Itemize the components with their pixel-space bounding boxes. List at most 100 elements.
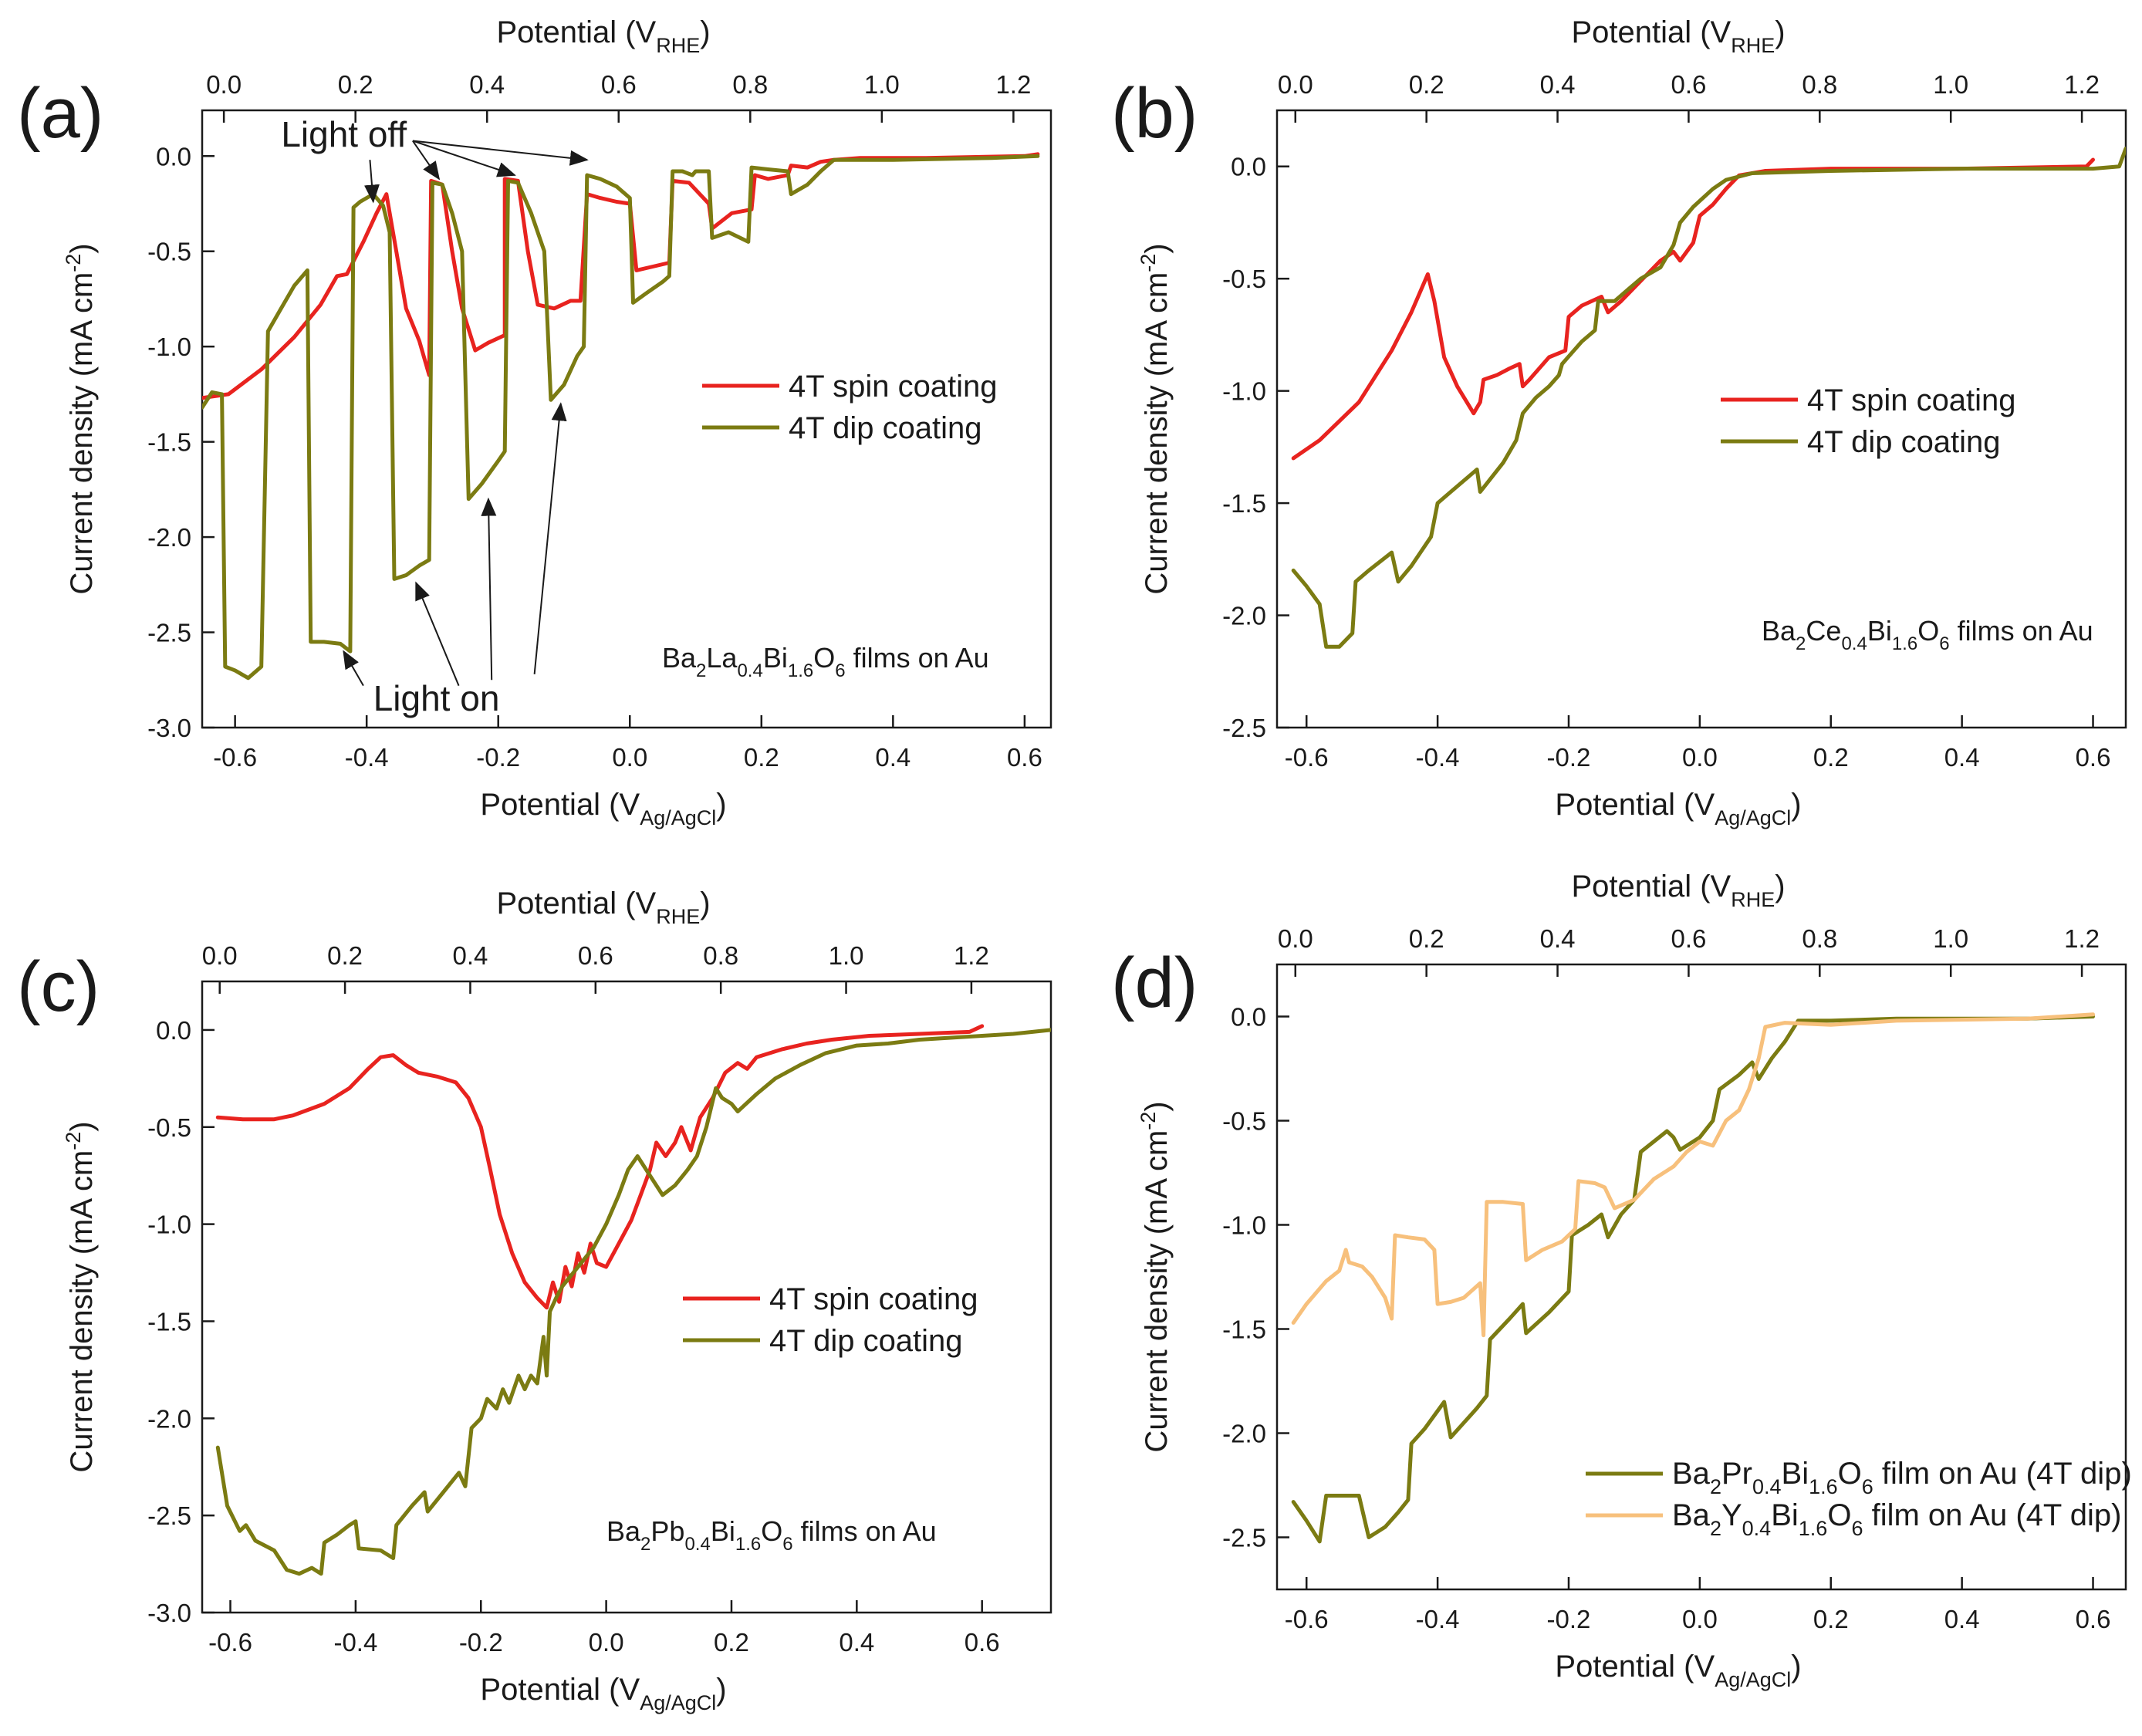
panel-a-x-tick-label: -0.2 — [476, 743, 520, 772]
panel-d-y-tick-label: -2.0 — [1222, 1420, 1266, 1448]
panel-c-top-tick-label: 0.8 — [703, 941, 738, 970]
panel-c-y-tick-label: -2.5 — [147, 1501, 191, 1530]
panel-a-x-tick-label: -0.6 — [213, 743, 257, 772]
panel-a-top-tick-label: 0.0 — [206, 70, 242, 99]
panel-b-sample-label: Ba2Ce0.4Bi1.6O6 films on Au — [1762, 615, 2093, 654]
panel-c-legend-label: 4T dip coating — [769, 1324, 963, 1358]
panel-b-top-tick-label: 0.2 — [1409, 70, 1444, 99]
panel-b-x-axis-title: Potential (VAg/AgCl) — [1555, 788, 1801, 829]
panel-a: -0.6 -0.4 -0.2 0.0 0.2 0.4 0.6 0.0 -0.5 -1.0 -1.5 -… — [17, 15, 1052, 829]
panel-a-annotation-light-off: Light off — [281, 114, 407, 154]
panel-d-top-tick-label: 1.0 — [1933, 924, 1968, 953]
panel-a-annotation-arrow — [412, 140, 441, 181]
panel-b-y-tick-label: -1.5 — [1222, 489, 1266, 518]
panel-c-x-tick-label: 0.0 — [589, 1628, 624, 1657]
panel-b-top-tick-label: 0.0 — [1278, 70, 1313, 99]
panel-c-y-tick-label: -2.0 — [147, 1404, 191, 1433]
panel-c-y-tick-label: -0.5 — [147, 1113, 191, 1142]
panel-b-top-tick-label: 0.6 — [1671, 70, 1706, 99]
panel-d-y-axis-title: Current density (mA cm-2) — [1137, 1101, 1174, 1452]
panel-a-annotation-arrow — [415, 581, 460, 687]
panel-a-x-tick-label: 0.4 — [875, 743, 911, 772]
panel-d-x-tick-label: -0.2 — [1547, 1605, 1591, 1633]
panel-c-top-tick-label: 0.2 — [327, 941, 363, 970]
panel-a-plot-frame — [201, 109, 1052, 729]
panel-c-y-tick-label: 0.0 — [156, 1016, 191, 1045]
panel-b-top-tick-label: 0.8 — [1802, 70, 1837, 99]
panel-a-y-tick-label: -2.0 — [147, 523, 191, 552]
panel-a-top-tick-label: 0.2 — [338, 70, 373, 99]
panel-c-x-tick-label: -0.6 — [208, 1628, 252, 1657]
panel-c-series-group — [215, 1024, 1051, 1576]
panel-d-plot-frame — [1275, 963, 2127, 1591]
panel-b-y-axis-title: Current density (mA cm-2) — [1137, 243, 1174, 594]
panel-a-x-tick-label: 0.2 — [744, 743, 779, 772]
panel-c-x-tick-label: 0.6 — [965, 1628, 1000, 1657]
panel-c-x-axis-title: Potential (VAg/AgCl) — [480, 1673, 726, 1714]
panel-a-top-tick-label: 0.8 — [732, 70, 768, 99]
panel-b-series-2-line — [1291, 147, 2126, 649]
panel-b-series-1-line — [1291, 157, 2095, 461]
panel-c-x-tick-label: -0.4 — [333, 1628, 377, 1657]
panel-d-legend-label: Ba2Pr0.4Bi1.6O6 film on Au (4T dip) — [1672, 1457, 2132, 1498]
panel-a-legend-label: 4T spin coating — [789, 370, 998, 404]
panel-d-x-tick-label: 0.2 — [1813, 1605, 1849, 1633]
panel-a-top-tick-label: 1.0 — [864, 70, 900, 99]
panel-a-annotation-arrow — [412, 140, 589, 166]
panel-a-annotation-arrow — [343, 650, 364, 687]
panel-c-y-axis-title: Current density (mA cm-2) — [62, 1121, 99, 1472]
panel-a-sample-label: Ba2La0.4Bi1.6O6 films on Au — [662, 642, 989, 681]
panel-a-x-tick-label: -0.4 — [345, 743, 389, 772]
panel-b-x-tick-label: 0.0 — [1682, 743, 1718, 772]
panel-c-legend-label: 4T spin coating — [769, 1282, 978, 1316]
panel-d-x-tick-label: 0.6 — [2076, 1605, 2111, 1633]
panel-d-x-tick-label: 0.0 — [1682, 1605, 1718, 1633]
panel-b-x-tick-label: 0.2 — [1813, 743, 1849, 772]
panel-a-series-group — [202, 152, 1040, 681]
panel-d-series-2-line — [1291, 1012, 2095, 1338]
panel-c-x-tick-label: 0.2 — [714, 1628, 749, 1657]
panel-b-legend-label: 4T spin coating — [1807, 383, 2016, 417]
panel-c-top-tick-label: 1.0 — [829, 941, 864, 970]
panel-d-x-tick-label: -0.4 — [1416, 1605, 1460, 1633]
panel-b-legend-label: 4T dip coating — [1807, 425, 2001, 459]
panel-b-y-tick-label: -0.5 — [1222, 265, 1266, 293]
panel-c-sample-label: Ba2Pb0.4Bi1.6O6 films on Au — [606, 1515, 937, 1555]
panel-a-y-tick-label: 0.0 — [156, 142, 191, 171]
panel-a-annotation-arrow — [412, 140, 516, 177]
panel-b-top-tick-label: 0.4 — [1540, 70, 1576, 99]
panel-a-series-2-line — [202, 154, 1040, 681]
panel-c: -0.6 -0.4 -0.2 0.0 0.2 0.4 0.6 0.0 -0.5 -1.0 -1.5 -… — [17, 887, 1052, 1714]
panel-d-top-tick-label: 0.2 — [1409, 924, 1444, 953]
panel-a-label: (a) — [17, 74, 103, 153]
panel-d-legend-label: Ba2Y0.4Bi1.6O6 film on Au (4T dip) — [1672, 1498, 2121, 1540]
panel-c-top-tick-label: 0.4 — [453, 941, 488, 970]
panel-b-y-tick-label: -2.0 — [1222, 602, 1266, 630]
panel-a-top-tick-label: 0.6 — [601, 70, 637, 99]
panel-d-y-tick-label: 0.0 — [1231, 1003, 1266, 1032]
panel-b-top-tick-label: 1.2 — [2064, 70, 2100, 99]
panel-c-label: (c) — [17, 947, 100, 1026]
panel-d-top-tick-label: 0.4 — [1540, 924, 1576, 953]
panel-d-y-tick-label: -0.5 — [1222, 1107, 1266, 1136]
panel-b-top-tick-label: 1.0 — [1933, 70, 1968, 99]
panel-d-y-tick-label: -2.5 — [1222, 1524, 1266, 1552]
panel-c-plot-frame — [201, 980, 1052, 1614]
panel-a-x-tick-label: 0.6 — [1007, 743, 1042, 772]
panel-b-x-tick-label: 0.6 — [2076, 743, 2111, 772]
panel-d-y-tick-label: -1.5 — [1222, 1316, 1266, 1344]
panel-c-top-tick-label: 0.6 — [578, 941, 613, 970]
panel-c-series-2-line — [215, 1028, 1051, 1576]
panel-c-top-axis-title: Potential (VRHE) — [496, 887, 710, 928]
panel-a-y-tick-label: -3.0 — [147, 714, 191, 742]
panel-c-x-tick-label: -0.2 — [459, 1628, 503, 1657]
panel-a-y-tick-label: -1.5 — [147, 428, 191, 457]
panel-b-y-tick-label: -1.0 — [1222, 377, 1266, 406]
panel-d: -0.6 -0.4 -0.2 0.0 0.2 0.4 0.6 0.0 -0.5 -1.0 -1.5 -… — [1111, 870, 2132, 1691]
panel-d-x-tick-label: -0.6 — [1285, 1605, 1329, 1633]
panel-b-x-tick-label: 0.4 — [1944, 743, 1980, 772]
panel-a-x-axis-title: Potential (VAg/AgCl) — [480, 788, 726, 829]
panel-b-series-group — [1291, 147, 2126, 649]
